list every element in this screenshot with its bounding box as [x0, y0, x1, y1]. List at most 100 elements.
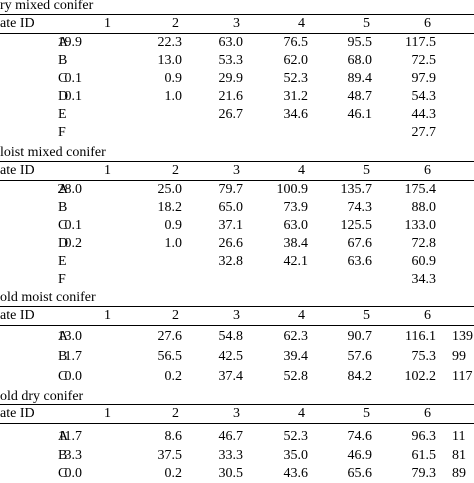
state-id-header: ate ID [0, 163, 35, 178]
value-cell: 13.0 [157, 53, 183, 68]
value-cell: 89 [452, 466, 466, 481]
state-id-cell: B [58, 448, 68, 463]
value-cell: 31.2 [283, 89, 309, 104]
table-row: C 0.1 0.9 29.9 52.3 89.4 97.9 [0, 70, 474, 88]
value-cell: 0.1 [64, 71, 83, 86]
value-cell: 37.4 [218, 369, 244, 384]
value-cell: 42.1 [283, 254, 309, 269]
value-cell: 0.1 [64, 218, 83, 233]
column-header-6: 6 [424, 16, 431, 31]
state-id-cell: A [58, 429, 69, 444]
column-header-1: 1 [104, 16, 111, 31]
table-row: C 0.0 0.2 30.5 43.6 65.6 79.3 89 [0, 465, 474, 483]
value-cell: 68.0 [347, 53, 373, 68]
value-cell: 74.6 [347, 429, 373, 444]
column-header-1: 1 [104, 163, 111, 178]
section-title: old moist conifer [0, 290, 96, 305]
value-cell: 48.7 [347, 89, 373, 104]
value-cell: 125.5 [340, 218, 373, 233]
value-cell: 89.4 [347, 71, 373, 86]
table-row: A 19.9 22.3 63.0 76.5 95.5 117.5 [0, 34, 474, 52]
value-cell: 53.3 [218, 53, 244, 68]
value-cell: 52.8 [283, 369, 309, 384]
state-id-cell: F [58, 272, 66, 287]
value-cell: 8.6 [164, 429, 183, 444]
value-cell: 60.9 [411, 254, 437, 269]
value-cell: 52.3 [283, 429, 309, 444]
value-cell: 52.3 [283, 71, 309, 86]
table-row: B 3.3 37.5 33.3 35.0 46.9 61.5 81 [0, 447, 474, 465]
state-id-header: ate ID [0, 308, 35, 323]
state-id-cell: B [58, 349, 68, 364]
header-rule-top [0, 14, 474, 15]
state-id-header: ate ID [0, 16, 35, 31]
value-cell: 22.3 [157, 35, 183, 50]
column-header-4: 4 [298, 16, 305, 31]
value-cell: 11 [452, 429, 466, 444]
column-header-4: 4 [298, 308, 305, 323]
value-cell: 76.5 [283, 35, 309, 50]
column-header-4: 4 [298, 406, 305, 421]
value-cell: 95.5 [347, 35, 373, 50]
table-row: B 13.0 53.3 62.0 68.0 72.5 [0, 52, 474, 70]
state-id-cell: E [58, 107, 67, 122]
value-cell: 18.2 [157, 200, 183, 215]
value-cell: 34.6 [283, 107, 309, 122]
state-id-cell: D [58, 236, 69, 251]
value-cell: 44.3 [411, 107, 437, 122]
section-title: ry mixed conifer [0, 0, 94, 13]
table-row: E 26.7 34.6 46.1 44.3 [0, 106, 474, 124]
value-cell: 75.3 [411, 349, 437, 364]
value-cell: 54.3 [411, 89, 437, 104]
value-cell: 39.4 [283, 349, 309, 364]
value-cell: 63.0 [283, 218, 309, 233]
state-id-cell: C [58, 71, 68, 86]
state-id-cell: A [58, 35, 69, 50]
value-cell: 61.5 [411, 448, 437, 463]
value-cell: 11.7 [58, 429, 82, 444]
value-cell: 62.0 [283, 53, 309, 68]
value-cell: 26.6 [218, 236, 244, 251]
state-id-cell: B [58, 53, 68, 68]
value-cell: 37.1 [218, 218, 244, 233]
value-cell: 97.9 [411, 71, 437, 86]
state-id-header: ate ID [0, 406, 35, 421]
value-cell: 25.0 [157, 182, 183, 197]
column-header-4: 4 [298, 163, 305, 178]
value-cell: 27.6 [157, 329, 183, 344]
value-cell: 133.0 [404, 218, 437, 233]
header-rule-bottom [0, 180, 474, 181]
value-cell: 35.0 [283, 448, 309, 463]
value-cell: 96.3 [411, 429, 437, 444]
state-id-cell: D [58, 89, 69, 104]
value-cell: 0.9 [164, 218, 183, 233]
value-cell: 63.6 [347, 254, 373, 269]
value-cell: 0.9 [164, 71, 183, 86]
value-cell: 72.5 [411, 53, 437, 68]
table-row: B 1.7 56.5 42.5 39.4 57.6 75.3 99 [0, 348, 474, 366]
header-rule-top [0, 161, 474, 162]
column-header-5: 5 [363, 406, 370, 421]
table-row: A 13.0 27.6 54.8 62.3 90.7 116.1 139 [0, 328, 474, 346]
value-cell: 88.0 [411, 200, 437, 215]
table-row: B 18.2 65.0 73.9 74.3 88.0 [0, 199, 474, 217]
column-header-6: 6 [424, 308, 431, 323]
column-header-1: 1 [104, 308, 111, 323]
column-header-3: 3 [233, 406, 240, 421]
value-cell: 0.0 [64, 369, 83, 384]
column-header-5: 5 [363, 16, 370, 31]
table-row: C 0.1 0.9 37.1 63.0 125.5 133.0 [0, 217, 474, 235]
value-cell: 3.3 [64, 448, 83, 463]
value-cell: 0.1 [64, 89, 83, 104]
value-cell: 38.4 [283, 236, 309, 251]
value-cell: 1.0 [164, 89, 183, 104]
value-cell: 0.2 [164, 466, 183, 481]
table-row: F 34.3 [0, 271, 474, 289]
value-cell: 1.0 [164, 236, 183, 251]
value-cell: 42.5 [218, 349, 244, 364]
value-cell: 13.0 [57, 329, 83, 344]
value-cell: 72.8 [411, 236, 437, 251]
header-rule-top [0, 306, 474, 307]
value-cell: 46.7 [218, 429, 244, 444]
